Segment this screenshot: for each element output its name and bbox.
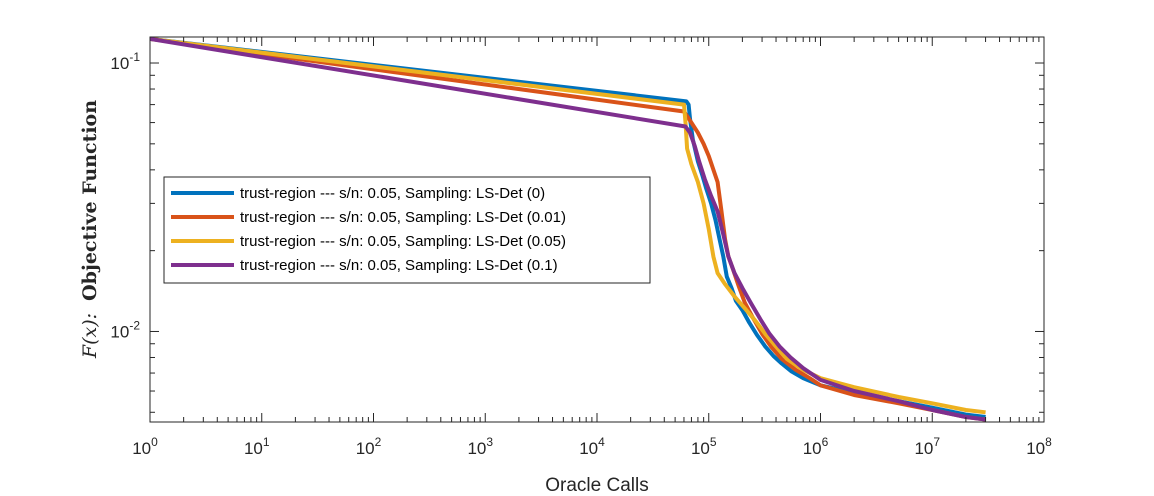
y-tick-label: 10-1 <box>110 50 140 73</box>
x-tick-label: 107 <box>914 435 940 458</box>
x-tick-label: 102 <box>356 435 382 458</box>
series-line-2 <box>149 36 986 415</box>
x-tick-label: 106 <box>803 435 829 458</box>
x-tick-label: 101 <box>244 435 270 458</box>
y-axis-title-fx: F(x): <box>79 313 101 359</box>
legend-label-3: trust-region --- s/n: 0.05, Sampling: LS… <box>240 257 558 274</box>
legend-label-0: trust-region --- s/n: 0.05, Sampling: LS… <box>240 185 545 202</box>
legend-box <box>163 176 651 284</box>
y-axis-title-text: Objective Function <box>79 100 101 301</box>
x-tick-label: 100 <box>132 435 158 458</box>
series-line-1 <box>149 36 986 422</box>
x-tick-label: 108 <box>1026 435 1052 458</box>
axes-layer: 100 101 102 103 104 105 106 107 108 10-1 10-2 <box>110 36 1052 458</box>
series-line-3 <box>149 36 986 422</box>
x-tick-label: 103 <box>467 435 493 458</box>
series-layer <box>149 36 986 422</box>
y-tick-label: 10-2 <box>110 318 140 341</box>
legend: trust-region --- s/n: 0.05, Sampling: LS… <box>163 176 651 284</box>
x-axis-title: Oracle Calls <box>545 475 648 496</box>
legend-label-1: trust-region --- s/n: 0.05, Sampling: LS… <box>240 209 566 226</box>
x-tick-label: 105 <box>691 435 717 458</box>
y-axis-title: F(x): Objective Function <box>79 100 101 359</box>
x-tick-label: 104 <box>579 435 605 458</box>
legend-label-2: trust-region --- s/n: 0.05, Sampling: LS… <box>240 233 566 250</box>
